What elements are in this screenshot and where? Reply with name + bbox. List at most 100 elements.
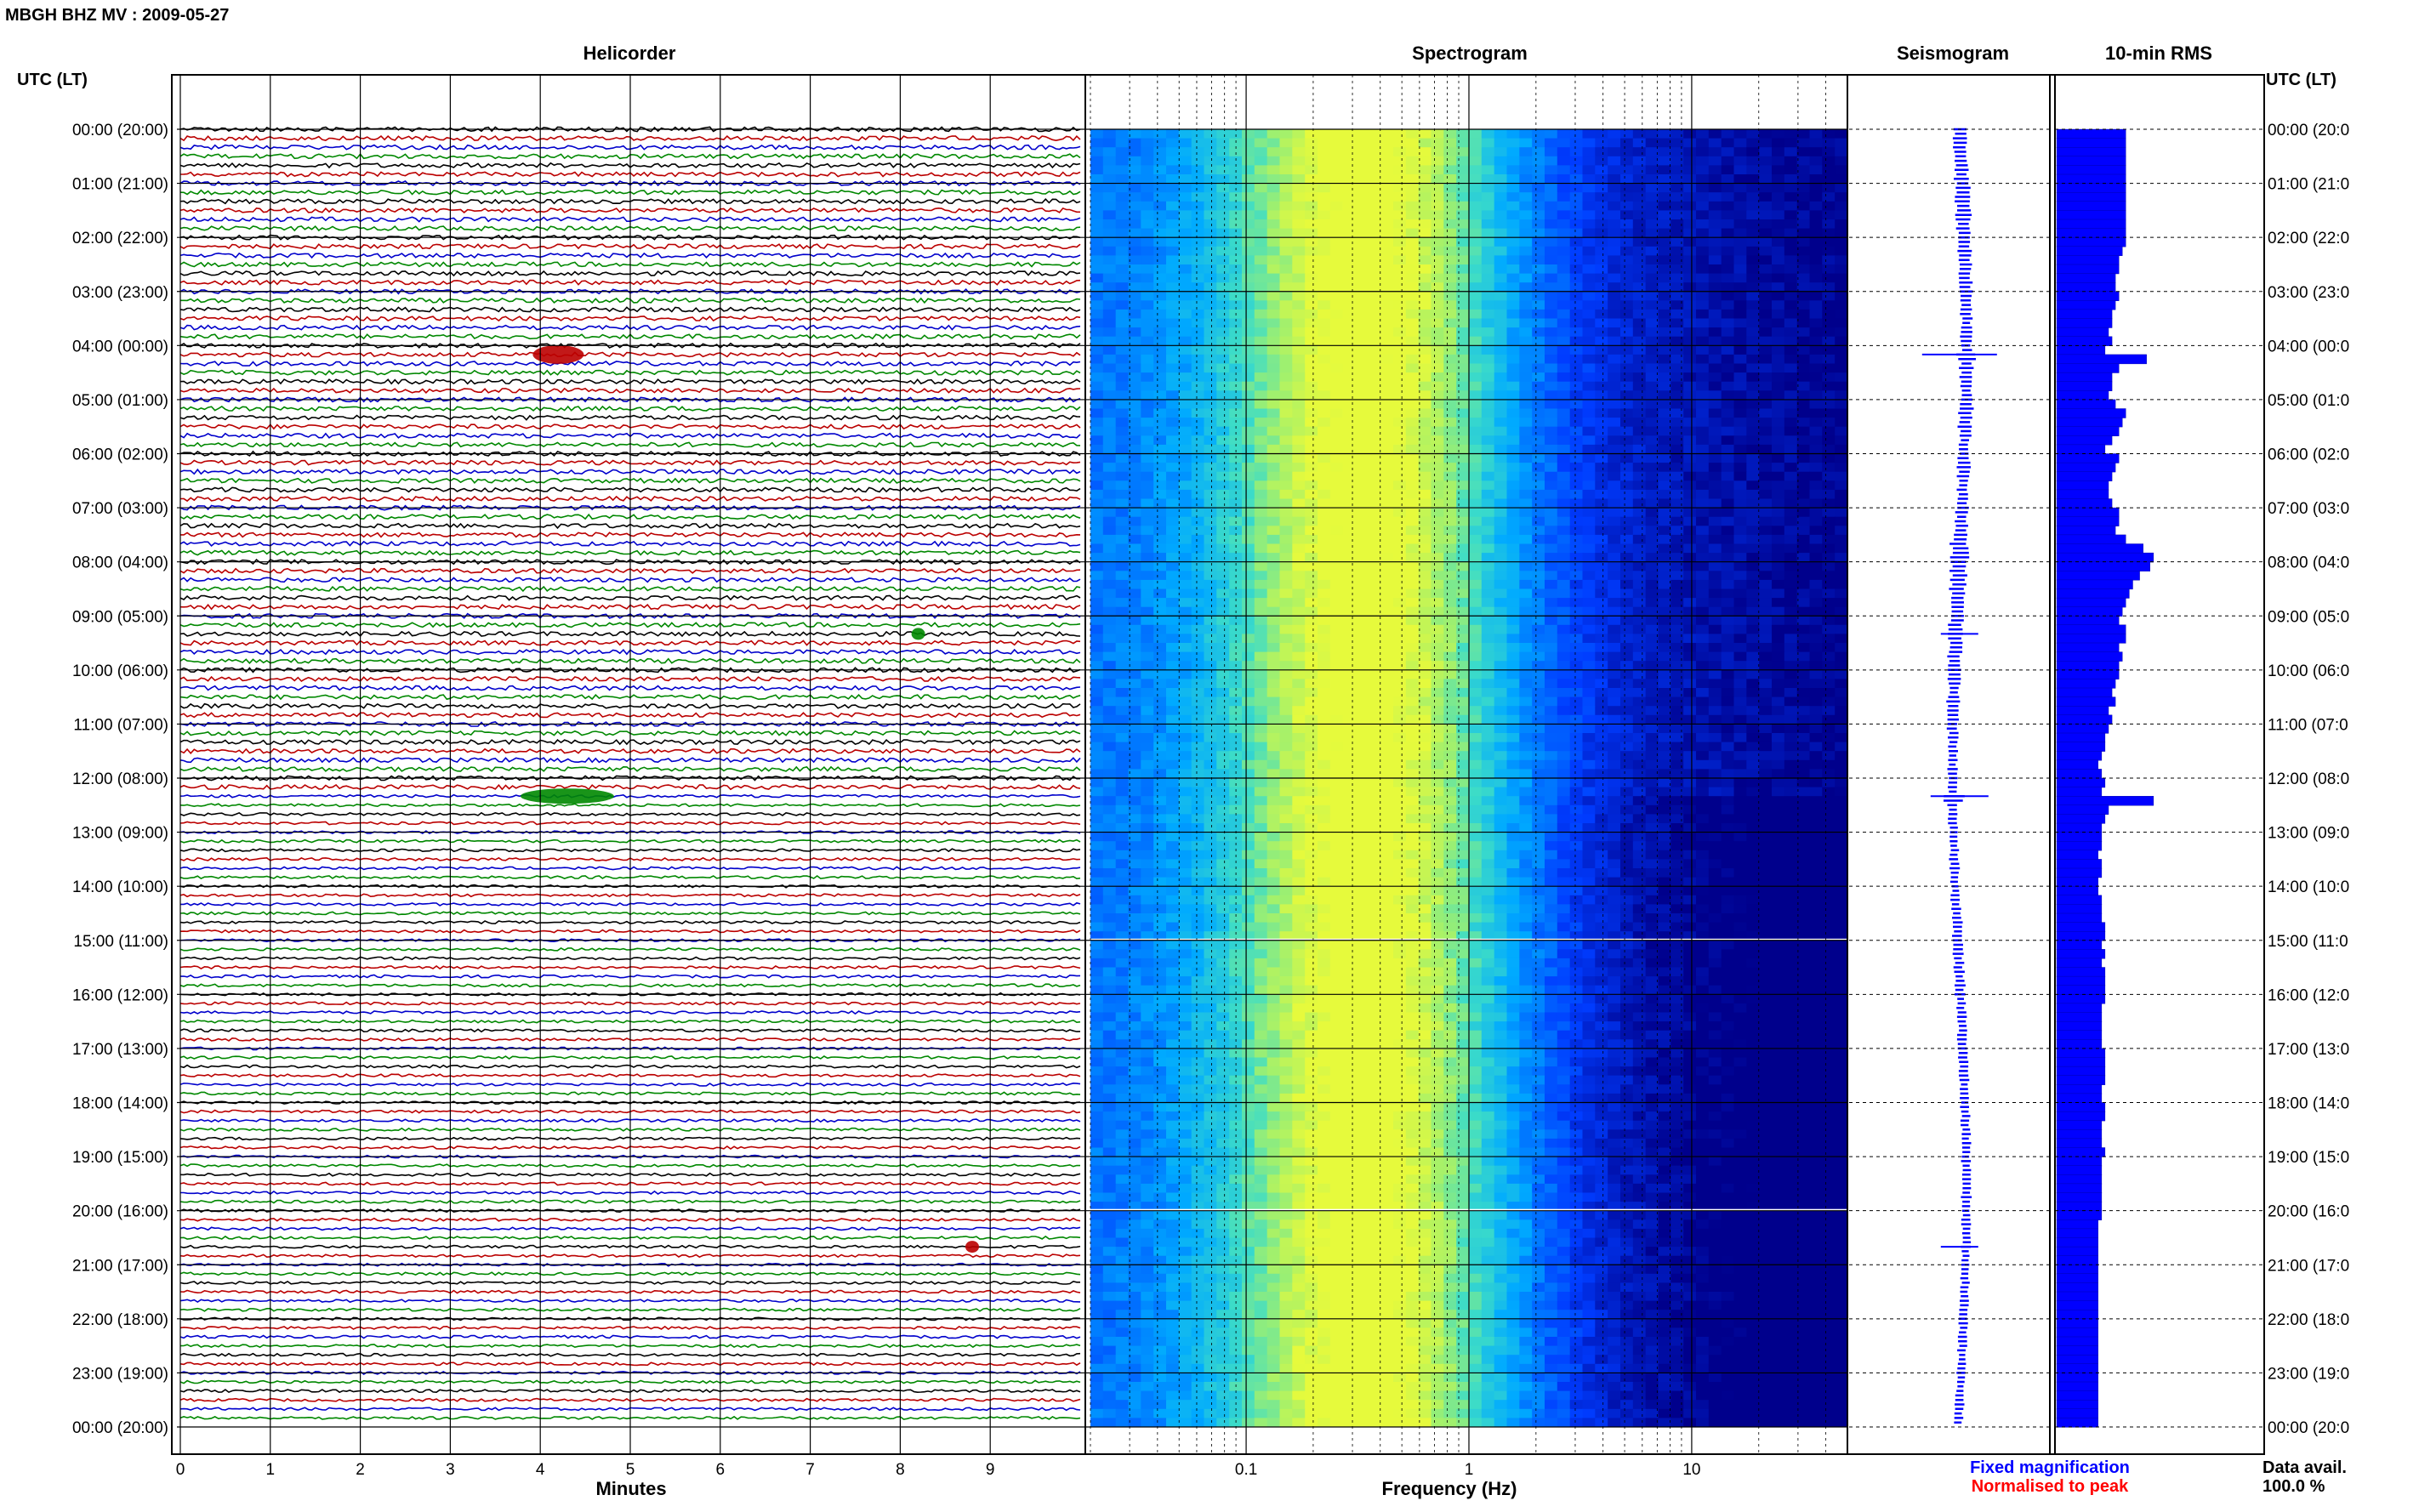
spectrogram-cell [1519, 147, 1533, 157]
spectrogram-cell [1178, 751, 1192, 761]
spectrogram-cell [1683, 579, 1697, 589]
spectrogram-cell [1746, 147, 1760, 157]
spectrogram-cell [1153, 363, 1167, 373]
spectrogram-cell [1481, 444, 1495, 454]
spectrogram-cell [1835, 489, 1848, 499]
spectrogram-cell [1216, 282, 1230, 293]
spectrogram-cell [1090, 219, 1104, 230]
spectrogram-cell [1582, 759, 1596, 770]
spectrogram-cell [1557, 219, 1571, 230]
spectrogram-cell [1557, 237, 1571, 247]
spectrogram-cell [1254, 733, 1268, 743]
spectrogram-cell [1809, 201, 1823, 211]
spectrogram-cell [1620, 300, 1634, 310]
spectrogram-cell [1229, 246, 1243, 256]
spectrogram-cell [1216, 778, 1230, 788]
spectrogram-cell [1166, 850, 1180, 860]
spectrogram-cell [1494, 832, 1508, 842]
spectrogram-cell [1469, 165, 1483, 175]
spectrogram-cell [1746, 841, 1760, 851]
spectrogram-cell [1102, 453, 1117, 463]
spectrogram-cell [1696, 651, 1710, 662]
spectrogram-cell [1204, 480, 1217, 491]
spectrogram-cell [1254, 706, 1268, 716]
spectrogram-cell [1469, 201, 1483, 211]
spectrogram-cell [1772, 841, 1785, 851]
spectrogram-cell [1355, 183, 1369, 193]
spectrogram-cell [1481, 426, 1495, 436]
spectrogram-cell [1279, 669, 1293, 679]
spectrogram-cell [1229, 318, 1243, 328]
spectrogram-cell [1405, 174, 1420, 185]
spectrogram-cell [1772, 742, 1785, 752]
spectrogram-cell [1620, 643, 1634, 653]
spectrogram-cell [1658, 300, 1671, 310]
spectrogram-cell [1355, 526, 1369, 536]
spectrogram-cell [1822, 669, 1836, 679]
spectrogram-cell [1380, 129, 1394, 139]
spectrogram-cell [1166, 192, 1180, 202]
spectrogram-cell [1153, 129, 1167, 139]
spectrogram-cell [1683, 480, 1697, 491]
spectrogram-cell [1506, 850, 1520, 860]
spectrogram-cell [1141, 579, 1154, 589]
spectrogram-cell [1721, 363, 1735, 373]
spectrogram-cell [1266, 354, 1281, 364]
spectrogram-cell [1796, 246, 1811, 256]
spectrogram-cell [1822, 318, 1836, 328]
spectrogram-cell [1494, 327, 1508, 338]
spectrogram-cell [1329, 759, 1344, 770]
spectrogram-cell [1481, 156, 1495, 166]
spectrogram-cell [1204, 534, 1217, 544]
spectrogram-cell [1456, 588, 1470, 599]
spectrogram-cell [1355, 634, 1369, 644]
spectrogram-cell [1178, 823, 1192, 833]
spectrogram-cell [1318, 498, 1331, 509]
spectrogram-cell [1166, 426, 1180, 436]
spectrogram-cell [1405, 327, 1420, 338]
spectrogram-cell [1229, 804, 1243, 815]
spectrogram-cell [1178, 354, 1192, 364]
spectrogram-cell [1733, 634, 1747, 644]
spectrogram-cell [1658, 579, 1671, 589]
spectrogram-cell [1620, 850, 1634, 860]
spectrogram-cell [1254, 526, 1268, 536]
spectrogram-cell [1393, 201, 1407, 211]
spectrogram-cell [1305, 508, 1318, 518]
spectrogram-cell [1532, 588, 1545, 599]
spectrogram-cell [1645, 804, 1659, 815]
spectrogram-cell [1405, 183, 1420, 193]
spectrogram-cell [1431, 399, 1444, 409]
spectrogram-cell [1431, 264, 1444, 275]
spectrogram-cell [1569, 669, 1584, 679]
spectrogram-cell [1557, 165, 1571, 175]
spectrogram-cell [1645, 426, 1659, 436]
spectrogram-cell [1595, 489, 1608, 499]
spectrogram-cell [1796, 444, 1811, 454]
spectrogram-cell [1532, 129, 1545, 139]
spectrogram-cell [1141, 643, 1154, 653]
spectrogram-cell [1809, 661, 1823, 671]
spectrogram-cell [1128, 390, 1141, 401]
spectrogram-cell [1532, 192, 1545, 202]
spectrogram-cell [1519, 237, 1533, 247]
spectrogram-cell [1557, 579, 1571, 589]
spectrogram-cell [1746, 372, 1760, 383]
spectrogram-cell [1102, 471, 1117, 481]
spectrogram-cell [1481, 363, 1495, 373]
spectrogram-cell [1242, 526, 1255, 536]
spectrogram-cell [1292, 571, 1306, 581]
spectrogram-cell [1772, 751, 1785, 761]
spectrogram-cell [1242, 696, 1255, 707]
spectrogram-cell [1115, 769, 1130, 779]
spectrogram-cell [1733, 489, 1747, 499]
spectrogram-cell [1784, 165, 1798, 175]
spectrogram-cell [1595, 444, 1608, 454]
spectrogram-cell [1759, 696, 1773, 707]
spectrogram-cell [1456, 463, 1470, 473]
spectrogram-cell [1368, 769, 1381, 779]
spectrogram-cell [1178, 183, 1192, 193]
spectrogram-cell [1090, 733, 1104, 743]
spectrogram-cell [1166, 327, 1180, 338]
spectrogram-cell [1696, 219, 1710, 230]
